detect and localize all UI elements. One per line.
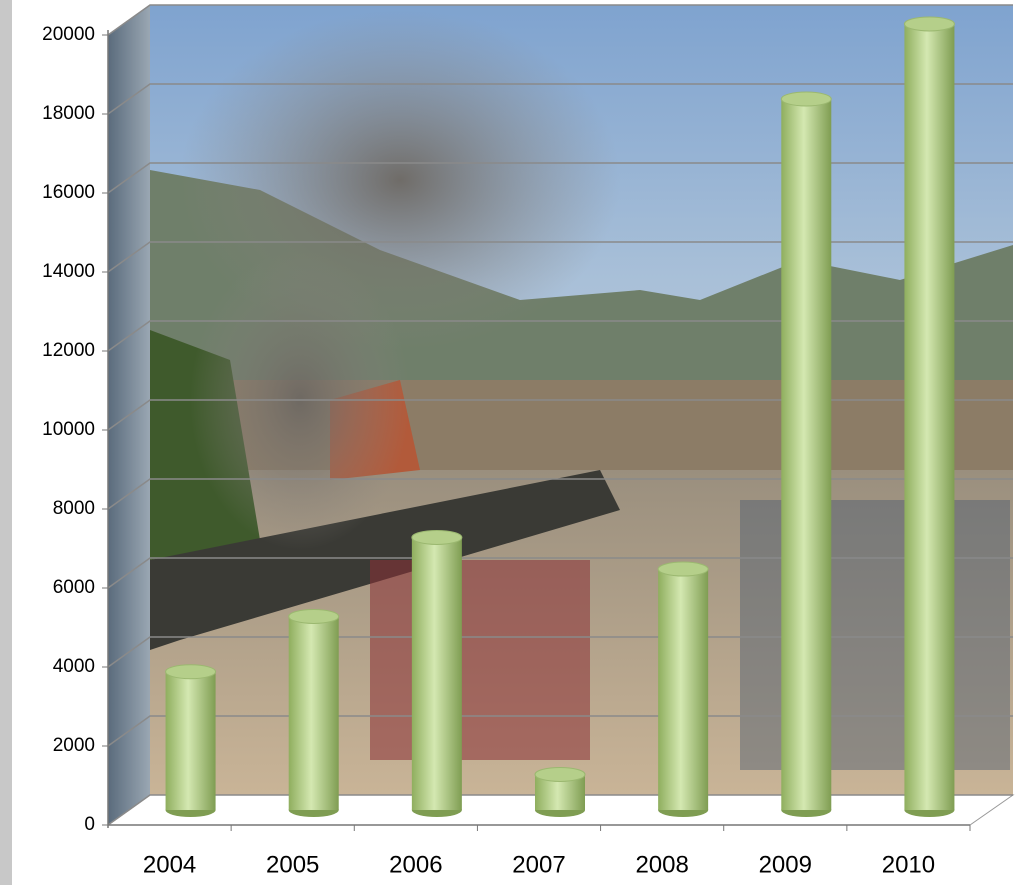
bar [166, 672, 216, 810]
x-tick-label: 2004 [143, 851, 196, 878]
chart: 0 2000 4000 6000 8000 10000 12000 14000 16000 180… [0, 0, 1023, 885]
bar [658, 569, 708, 810]
x-tick-label: 2007 [512, 851, 565, 878]
x-tick-label: 2010 [882, 851, 935, 878]
y-tick-label: 16000 [42, 182, 95, 203]
left-strip [0, 0, 12, 885]
x-tick-label: 2006 [389, 851, 442, 878]
bar-top [412, 530, 462, 544]
y-tick-label: 4000 [53, 656, 95, 677]
y-tick-label: 14000 [42, 261, 95, 282]
y-tick-label: 18000 [42, 103, 95, 124]
bar [412, 537, 462, 810]
y-tick-label: 8000 [53, 498, 95, 519]
y-tick-label: 20000 [42, 24, 95, 45]
bar-top [166, 665, 216, 679]
bar-top [904, 17, 954, 31]
x-tick-label: 2008 [635, 851, 688, 878]
y-tick-label: 2000 [53, 735, 95, 756]
y-tick-label: 12000 [42, 340, 95, 361]
x-tick-label: 2009 [759, 851, 812, 878]
bar-top [289, 609, 339, 623]
page: {"chart_data": {"type": "bar", "categori… [0, 0, 1023, 885]
y-tick-label: 0 [84, 814, 95, 835]
bar [289, 616, 339, 810]
x-tick-label: 2005 [266, 851, 319, 878]
y-tick-label: 6000 [53, 577, 95, 598]
bar-top [781, 92, 831, 106]
bar-top [658, 562, 708, 576]
bar-top [535, 767, 585, 781]
bar [904, 24, 954, 810]
bar [781, 99, 831, 810]
y-tick-label: 10000 [42, 419, 95, 440]
